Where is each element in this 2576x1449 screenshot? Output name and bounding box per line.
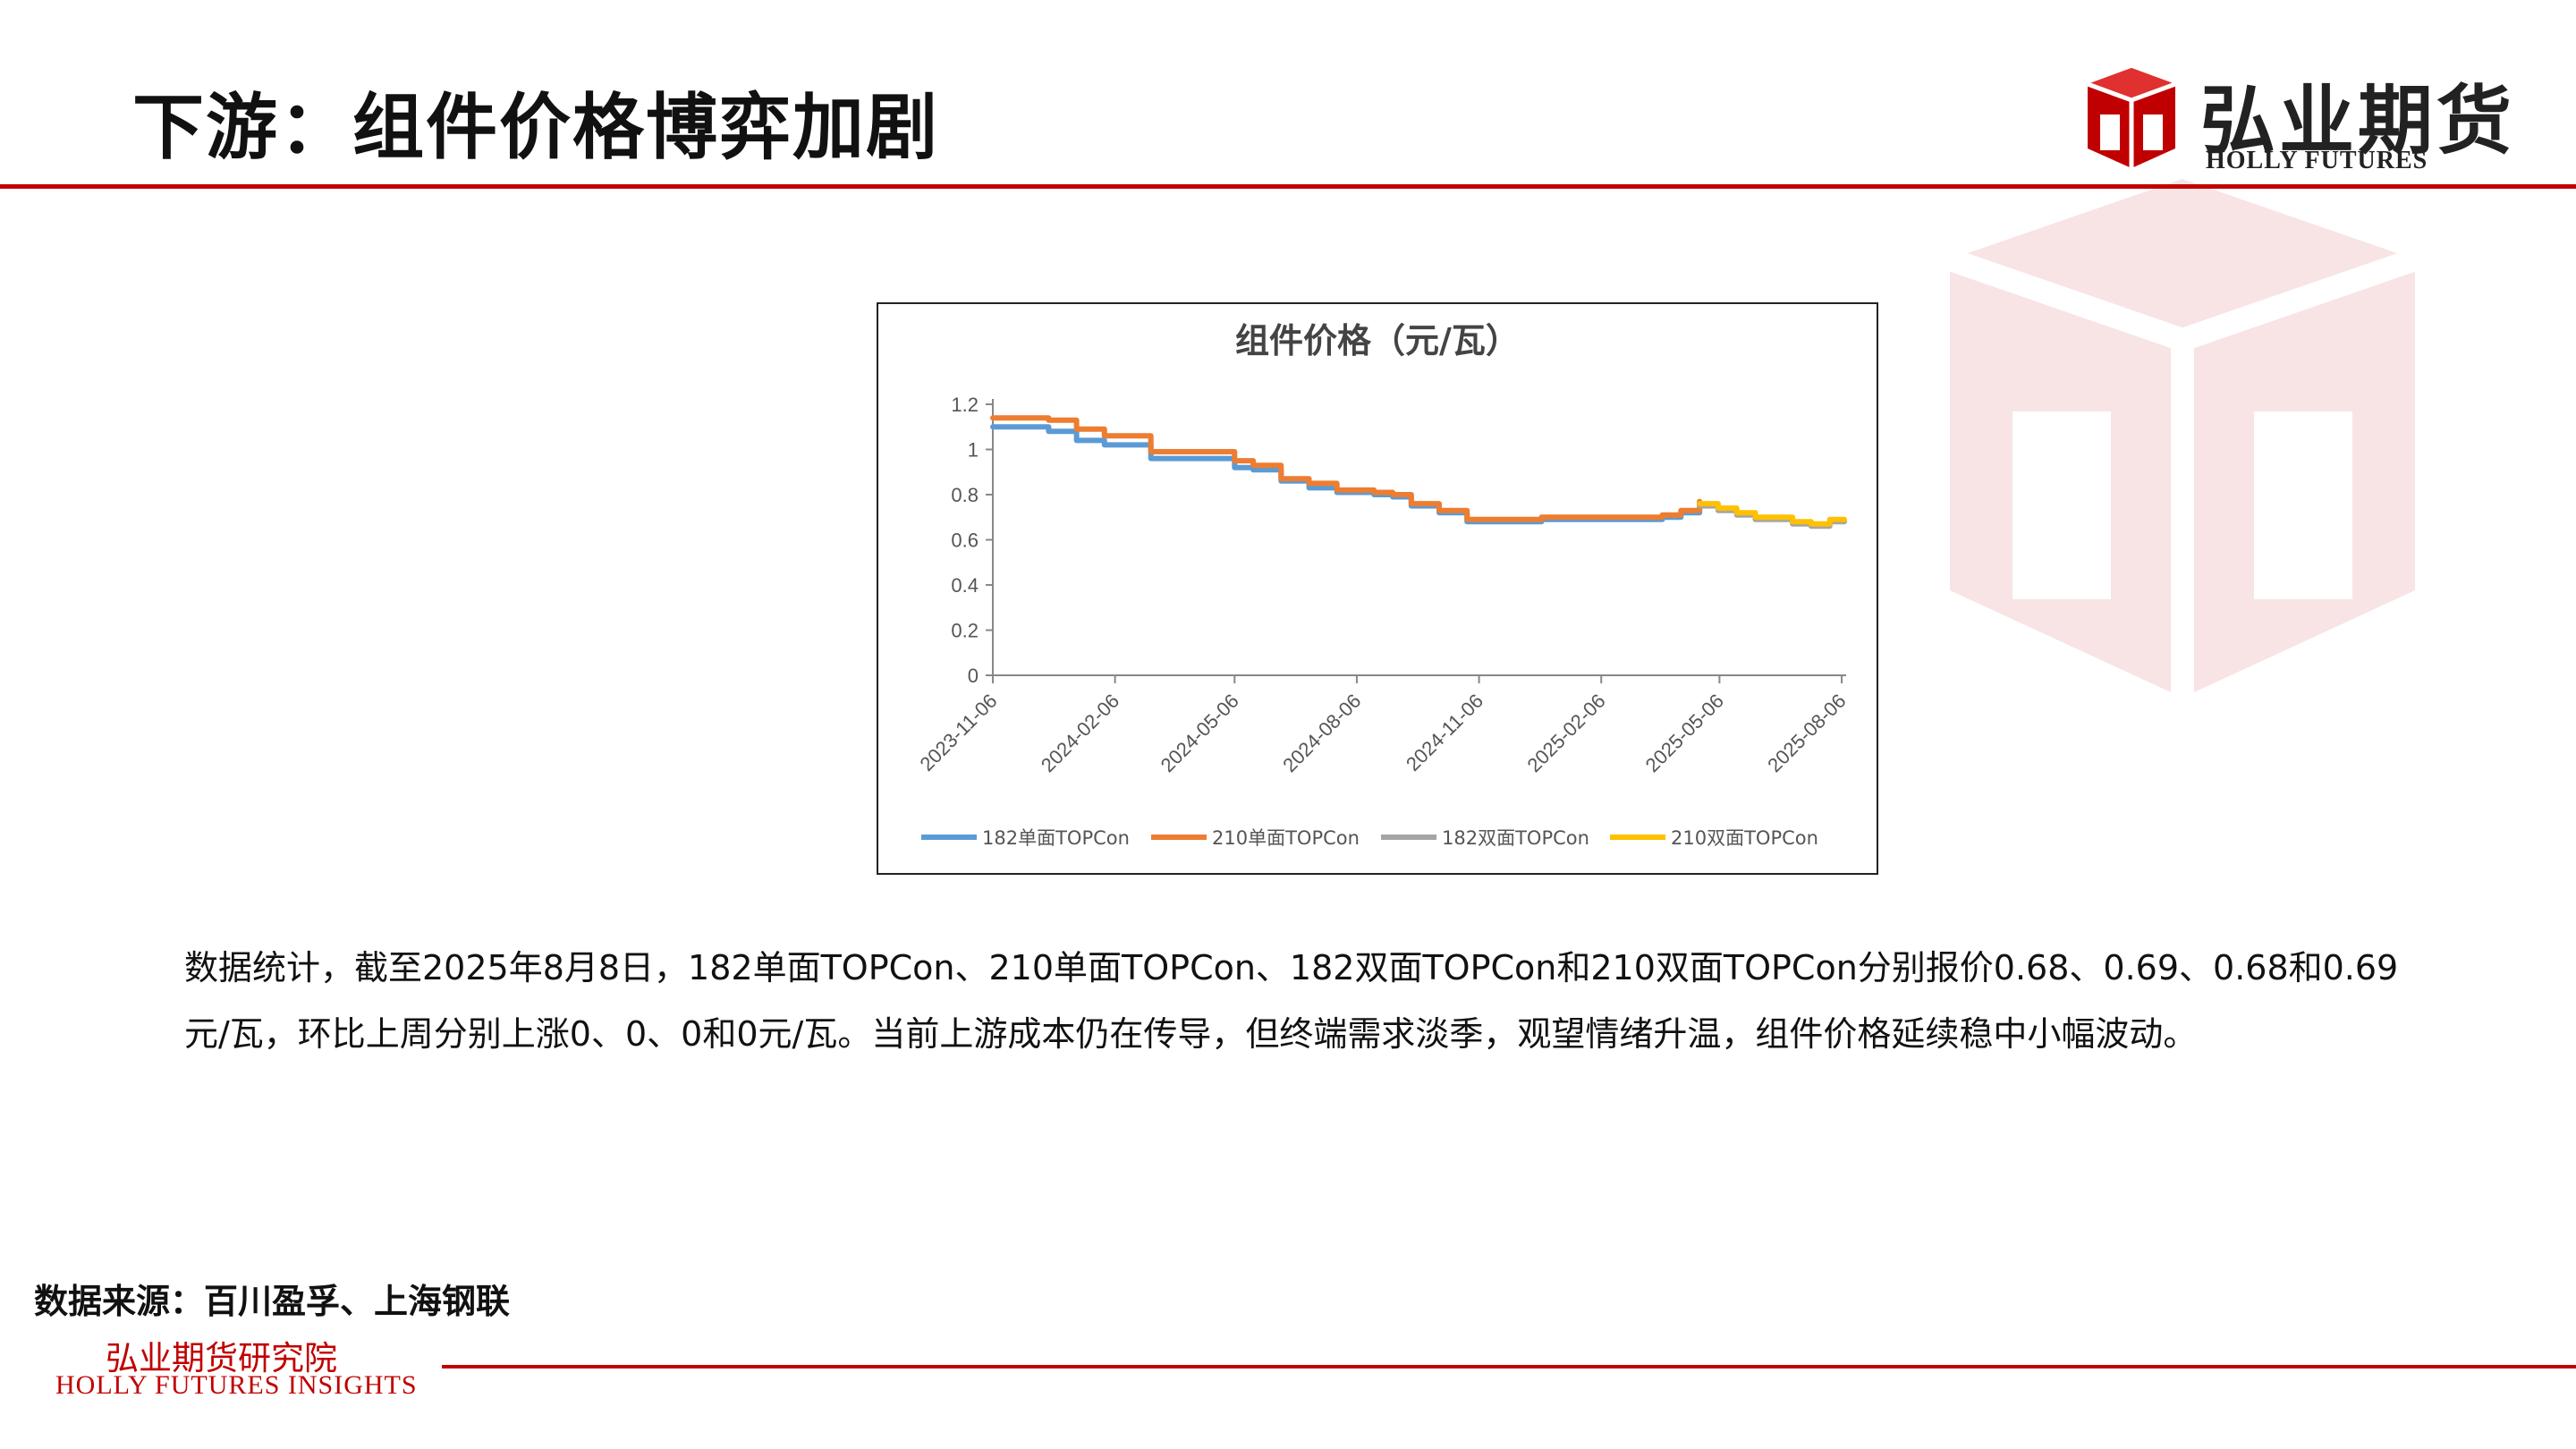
y-tick-label: 0 [968, 665, 979, 687]
x-tick-label: 2025-05-06 [1641, 690, 1728, 776]
legend-label: 182双面TOPCon [1442, 827, 1589, 849]
chart-title: 组件价格（元/瓦） [1235, 321, 1520, 360]
x-tick-label: 2025-02-06 [1522, 690, 1609, 776]
series-line-4 [1697, 501, 1847, 527]
page-title: 下游：组件价格博弈加剧 [132, 86, 939, 169]
watermark-logo-icon [1945, 179, 2419, 698]
footer-institute-english: HOLLY FUTURES INSIGHTS [55, 1370, 418, 1400]
footer-divider [442, 1365, 2576, 1368]
price-chart: 组件价格（元/瓦） 0 0.2 0.4 0.6 0.8 1 1.2 2023-11-06 2024… [877, 302, 1878, 875]
logo-chinese-name: 弘业期货 [2200, 76, 2516, 165]
x-tick-label: 2023-11-06 [915, 690, 1001, 775]
x-tick-label: 2024-05-06 [1157, 690, 1243, 776]
legend-label: 210双面TOPCon [1671, 827, 1818, 849]
y-tick-label: 0.6 [951, 530, 979, 552]
header-divider [0, 184, 2576, 189]
series-line-2 [990, 415, 1703, 522]
y-tick-label: 0.2 [951, 620, 979, 642]
y-tick-label: 1 [968, 439, 979, 462]
x-tick-label: 2024-08-06 [1278, 690, 1365, 776]
y-tick-label: 1.2 [951, 394, 979, 416]
footer-institute-name: 弘业期货研究院 [106, 1339, 337, 1377]
x-tick-label: 2024-02-06 [1037, 690, 1123, 776]
logo-english-name: HOLLY FUTURES [2206, 147, 2428, 174]
brand-logo: 弘业期货 HOLLY FUTURES [2075, 61, 2516, 177]
x-tick-label: 2024-11-06 [1402, 690, 1487, 775]
legend-label: 182单面TOPCon [982, 827, 1130, 849]
y-tick-label: 0.4 [951, 574, 979, 597]
chart-canvas: 组件价格（元/瓦） 0 0.2 0.4 0.6 0.8 1 1.2 2023-11-06 2024… [915, 321, 1850, 849]
data-source: 数据来源：百川盈孚、上海钢联 [34, 1282, 511, 1321]
legend-label: 210单面TOPCon [1212, 827, 1360, 849]
y-tick-label: 0.8 [951, 484, 979, 506]
x-tick-label: 2025-08-06 [1763, 690, 1850, 776]
logo-cube-icon [2087, 68, 2176, 168]
series-line-1 [990, 424, 1703, 525]
analysis-text: 数据统计，截至2025年8月8日，182单面TOPCon、210单面TOPCon… [184, 948, 2399, 1054]
